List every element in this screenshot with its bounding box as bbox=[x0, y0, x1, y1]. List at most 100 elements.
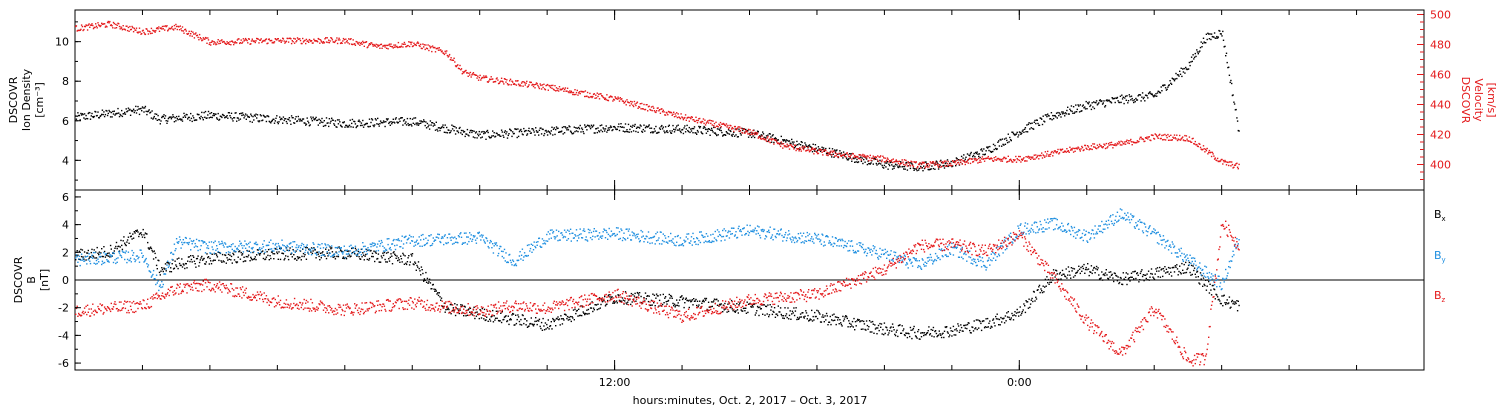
bx-point-101 bbox=[149, 246, 152, 248]
bx-point-773 bbox=[648, 295, 650, 297]
velocity-point-892 bbox=[736, 127, 739, 129]
bx-point-1178 bbox=[949, 334, 951, 336]
ion-density-point-53 bbox=[114, 114, 116, 116]
velocity-point-291 bbox=[290, 42, 293, 45]
ion-density-point-1483 bbox=[1175, 72, 1177, 75]
ion-density-point-517 bbox=[458, 127, 460, 130]
by-point-214 bbox=[233, 249, 236, 252]
velocity-point-528 bbox=[466, 72, 469, 74]
bx-point-105 bbox=[152, 258, 155, 260]
velocity-point-1493 bbox=[1182, 139, 1185, 141]
velocity-point-425 bbox=[390, 43, 392, 45]
velocity-point-990 bbox=[809, 150, 811, 152]
ion-density-point-1089 bbox=[883, 167, 885, 169]
bx-point-463 bbox=[418, 267, 420, 270]
by-point-154 bbox=[189, 237, 191, 240]
ion-density-point-461 bbox=[417, 122, 419, 124]
bx-point-779 bbox=[653, 302, 655, 304]
bx-point-827 bbox=[688, 306, 690, 309]
bx-point-232 bbox=[247, 256, 249, 258]
ion-density-point-533 bbox=[470, 129, 472, 132]
bx-point-977 bbox=[799, 313, 802, 315]
velocity-point-1541 bbox=[1218, 160, 1220, 162]
bx-point-708 bbox=[600, 303, 602, 306]
bx-point-34 bbox=[100, 252, 102, 254]
ion-density-point-238 bbox=[251, 121, 253, 123]
bx-point-355 bbox=[338, 246, 340, 248]
bx-point-809 bbox=[675, 304, 677, 307]
by-point-50 bbox=[112, 252, 114, 254]
bx-point-1496 bbox=[1185, 261, 1187, 264]
velocity-point-886 bbox=[732, 127, 734, 130]
ion-density-point-373 bbox=[351, 118, 354, 121]
ion-density-point-1507 bbox=[1193, 58, 1195, 60]
bx-point-350 bbox=[334, 258, 337, 260]
ion-density-point-13 bbox=[84, 118, 86, 120]
bx-point-658 bbox=[563, 319, 565, 321]
ion-density-point-1090 bbox=[883, 164, 886, 167]
velocity-point-238 bbox=[251, 38, 253, 40]
bx-point-117 bbox=[161, 268, 164, 271]
ion-density-point-253 bbox=[262, 114, 265, 117]
ion-density-point-1039 bbox=[845, 157, 848, 159]
ion-density-point-742 bbox=[625, 130, 627, 133]
ion-density-point-1546 bbox=[1222, 30, 1224, 33]
velocity-point-1340 bbox=[1069, 146, 1071, 148]
bx-point-451 bbox=[409, 261, 411, 263]
velocity-point-255 bbox=[264, 40, 266, 42]
ion-density-point-287 bbox=[287, 118, 290, 121]
ion-density-point-358 bbox=[340, 125, 342, 127]
velocity-point-648 bbox=[555, 87, 558, 89]
ion-density-point-1222 bbox=[981, 150, 984, 152]
bx-point-1328 bbox=[1060, 278, 1062, 280]
bx-point-1075 bbox=[872, 323, 874, 325]
velocity-point-1313 bbox=[1049, 155, 1051, 157]
bx-point-466 bbox=[420, 266, 423, 268]
ion-density-point-760 bbox=[638, 127, 641, 129]
velocity-point-1455 bbox=[1154, 133, 1156, 135]
velocity-point-1393 bbox=[1108, 144, 1110, 146]
bx-point-1402 bbox=[1115, 274, 1117, 277]
velocity-point-725 bbox=[612, 98, 615, 101]
velocity-point-829 bbox=[690, 117, 692, 120]
ion-density-point-662 bbox=[566, 129, 568, 131]
bx-point-378 bbox=[355, 249, 357, 251]
ion-density-point-644 bbox=[552, 128, 555, 130]
bx-point-1257 bbox=[1007, 311, 1009, 313]
bx-point-1167 bbox=[940, 336, 943, 339]
bx-point-682 bbox=[581, 314, 583, 317]
by-point-54 bbox=[115, 262, 117, 265]
bx-point-1081 bbox=[877, 327, 879, 329]
velocity-point-815 bbox=[679, 117, 682, 120]
bx-point-381 bbox=[357, 250, 360, 253]
bx-point-240 bbox=[253, 258, 255, 261]
velocity-point-578 bbox=[503, 78, 506, 80]
bx-point-261 bbox=[268, 259, 270, 261]
ion-density-point-1258 bbox=[1008, 141, 1010, 143]
bx-point-100 bbox=[149, 247, 151, 249]
ion-density-point-308 bbox=[303, 122, 305, 124]
ion-density-point-1243 bbox=[997, 141, 999, 143]
ion-density-point-794 bbox=[664, 132, 666, 134]
bx-point-1186 bbox=[955, 334, 957, 336]
ion-density-point-1273 bbox=[1019, 131, 1021, 134]
ion-density-point-236 bbox=[250, 113, 252, 115]
velocity-point-819 bbox=[682, 118, 685, 121]
bx-point-706 bbox=[598, 297, 601, 299]
by-point-89 bbox=[141, 252, 143, 254]
bx-point-1336 bbox=[1066, 277, 1068, 279]
velocity-point-280 bbox=[282, 38, 285, 40]
bx-point-889 bbox=[734, 311, 736, 313]
ion-density-point-1518 bbox=[1201, 46, 1203, 48]
bx-point-1079 bbox=[875, 327, 877, 329]
bx-point-422 bbox=[388, 258, 390, 260]
velocity-point-111 bbox=[157, 28, 159, 30]
ion-density-point-1255 bbox=[1006, 139, 1008, 142]
velocity-point-624 bbox=[538, 86, 540, 88]
ion-density-point-1175 bbox=[946, 159, 949, 161]
ion-density-point-1146 bbox=[925, 161, 927, 163]
velocity-point-1139 bbox=[920, 167, 922, 169]
bx-point-32 bbox=[98, 251, 101, 253]
bx-point-1317 bbox=[1052, 279, 1054, 281]
ion-density-point-992 bbox=[811, 147, 813, 149]
